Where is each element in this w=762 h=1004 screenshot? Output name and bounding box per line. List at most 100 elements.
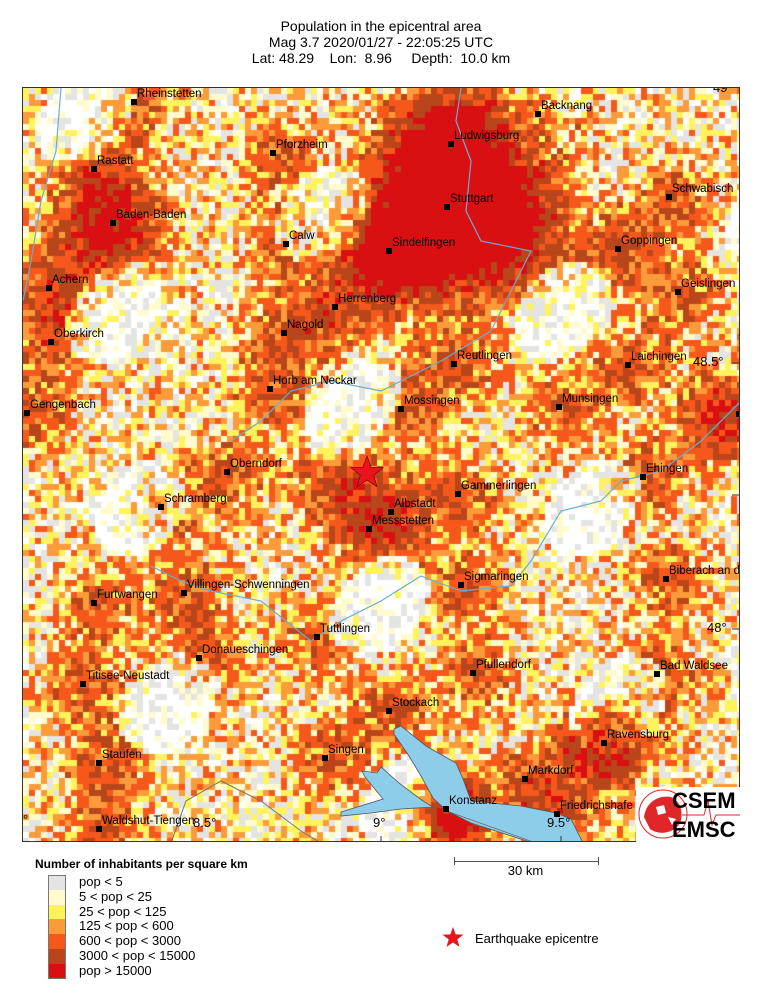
city-label: Biberach an d [669, 565, 740, 577]
city-dot-icon [366, 526, 372, 532]
legend-label: pop > 15000 [79, 962, 152, 978]
city-label: Baden-Baden [116, 209, 187, 221]
city-dot-icon [601, 740, 607, 746]
city-dot-icon [443, 806, 449, 812]
river-neckar [230, 88, 532, 442]
city-dot-icon [666, 194, 672, 200]
legend-swatch [48, 949, 66, 964]
lake-constance-icon [393, 725, 583, 841]
city-dot-icon [663, 576, 669, 582]
city-label: Furtwangen [97, 589, 158, 601]
scale-bar-label: 30 km [507, 863, 544, 878]
country-border [171, 780, 319, 841]
city-dot-icon [196, 655, 202, 661]
city-label: Konstanz [449, 795, 497, 807]
legend-swatch [48, 963, 66, 979]
city-label: Achern [52, 274, 89, 286]
city-label: Sindelfingen [392, 237, 456, 249]
city-dot-icon [625, 362, 631, 368]
legend-label: 600 < pop < 3000 [79, 933, 181, 949]
city-dot-icon [398, 406, 404, 412]
city-dot-icon [267, 386, 273, 392]
city-label: Munsingen [562, 393, 619, 405]
city-dot-icon [131, 99, 137, 105]
graticule-label: ° [23, 812, 29, 827]
legend-label: 5 < pop < 25 [79, 888, 153, 904]
city-dot-icon [615, 246, 621, 252]
city-label: Herrenberg [338, 293, 397, 305]
city-dot-icon [470, 670, 476, 676]
city-dot-icon [556, 404, 562, 410]
city-label: Pfullendorf [476, 659, 531, 671]
legend-swatch [48, 934, 66, 950]
city-label: Schwabisch [672, 183, 734, 195]
city-dot-icon [91, 166, 97, 172]
city-dot-icon [314, 634, 320, 640]
legend-swatch [48, 904, 66, 920]
city-label: Calw [289, 230, 315, 242]
city-label: Nagold [287, 319, 324, 331]
city-label: Reutlingen [457, 350, 512, 362]
city-dot-icon [522, 776, 528, 782]
city-dot-icon [388, 509, 394, 515]
logo-text-csem: CSEM [672, 788, 736, 813]
city-dot-icon [48, 339, 54, 345]
globe-logo-icon [638, 789, 740, 839]
population-density-layer [23, 88, 739, 841]
city-label: Donaueschingen [202, 644, 289, 656]
city-dot-icon [535, 111, 541, 117]
city-dot-icon [654, 671, 660, 677]
city-label: Staufen [102, 749, 142, 761]
river-rhine [23, 88, 62, 302]
city-dot-icon [386, 708, 392, 714]
city-label: Waldshut-Tiengen [102, 815, 195, 827]
graticule-label: 9° [373, 815, 386, 830]
logo-text-emsc: EMSC [672, 817, 736, 842]
graticule-label: 49° [713, 87, 733, 95]
city-label: Goppingen [621, 235, 678, 247]
city-dot-icon [24, 410, 30, 416]
city-dot-icon [91, 600, 97, 606]
city-label: Villingen-Schwenningen [187, 579, 310, 591]
city-dot-icon [270, 150, 276, 156]
legend-title: Number of inhabitants per square km [35, 857, 248, 871]
city-label: Mossingen [404, 395, 460, 407]
city-label: Backnang [541, 100, 593, 112]
city-label: Friedrichshafe [560, 800, 633, 812]
legend-epicentre-label: Earthquake epicentre [475, 931, 599, 946]
city-dot-icon [181, 590, 187, 596]
graticule-label: 8.5° [193, 815, 217, 830]
city-label: Oberkirch [54, 328, 104, 340]
population-map[interactable]: Rheinstetten Backnang Ludwigsburg Pforzheim… [22, 87, 740, 842]
event-location: Lat: 48.29 Lon: 8.96 Depth: 10.0 km [251, 50, 511, 66]
city-dot-icon [110, 220, 116, 226]
legend-label: 25 < pop < 125 [79, 903, 167, 919]
city-dot-icon [455, 491, 461, 497]
graticule-label: 48° [707, 620, 727, 635]
city-dot-icon [281, 330, 287, 336]
epicentre-star-icon [349, 455, 385, 488]
city-label: Schramberg [164, 493, 227, 505]
city-label: Rastatt [97, 155, 134, 167]
city-label: Rheinstetten [137, 88, 202, 100]
city-label: Markdorf [528, 765, 574, 777]
city-dot-icon [458, 582, 464, 588]
city-label: Laichingen [631, 351, 687, 363]
city-label: Ravensburg [607, 729, 670, 741]
city-dot-icon [675, 289, 681, 295]
city-label: Geislingen [681, 278, 736, 290]
city-dot-icon [444, 204, 450, 210]
river-danube [150, 402, 739, 642]
legend-label: 3000 < pop < 15000 [79, 948, 196, 963]
city-dot-icon [448, 141, 454, 147]
city-dot-icon [80, 681, 86, 687]
city-label: Albstadt [394, 498, 436, 510]
scale-bar [454, 857, 599, 865]
city-label: Oberndorf [230, 458, 282, 470]
city-label: Ehingen [646, 463, 689, 475]
legend-label: pop < 5 [79, 874, 123, 889]
legend-swatch [48, 919, 66, 935]
city-dot-icon [46, 285, 52, 291]
city-dot-icon [736, 411, 739, 417]
city-label: Titisee-Neustadt [86, 670, 170, 682]
